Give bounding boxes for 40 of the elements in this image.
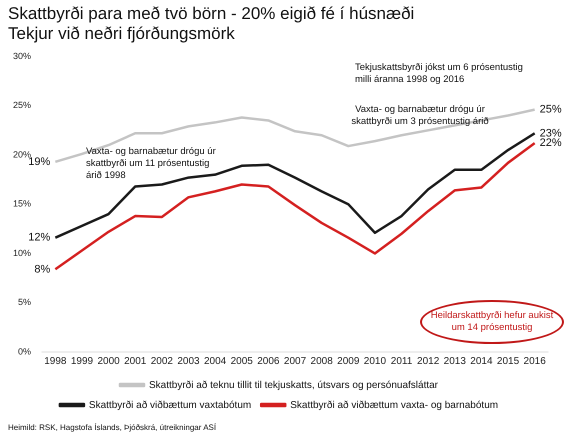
y-tick-label: 10% <box>13 248 32 258</box>
x-tick-label: 1999 <box>70 356 94 367</box>
legend-label: Skattbyrði að viðbættum vaxta- og barnabótum <box>290 400 498 411</box>
x-tick-label: 2013 <box>444 356 466 367</box>
x-tick-label: 2012 <box>417 356 440 367</box>
y-tick-label: 30% <box>13 50 32 61</box>
x-tick-label: 1998 <box>44 356 67 367</box>
x-tick-label: 2015 <box>496 356 520 367</box>
x-tick-label: 2006 <box>257 356 280 367</box>
x-tick-label: 2010 <box>364 356 386 367</box>
x-tick-label: 2007 <box>284 356 307 367</box>
x-tick-label: 2009 <box>337 356 360 367</box>
y-tick-label: 15% <box>13 198 32 209</box>
legend-label: Skattbyrði að teknu tillit til tekjuskatts, útsvars og persónuafsláttar <box>148 380 439 391</box>
annotation: 25% <box>540 104 562 116</box>
x-tick-label: 2002 <box>150 356 174 367</box>
x-tick-label: 2005 <box>230 356 254 367</box>
x-tick-label: 2001 <box>124 356 147 367</box>
x-tick-label: 2014 <box>470 356 493 367</box>
x-tick-label: 2008 <box>310 356 334 367</box>
y-tick-label: 25% <box>13 100 32 110</box>
legend-label: Skattbyrði að viðbættum vaxtabótum <box>88 400 252 411</box>
x-tick-label: 2003 <box>177 356 200 367</box>
annotation: Heildarskattbyrði hefur aukist um 14 prósentustig <box>420 300 564 344</box>
chart-title: Skattbyrði para með tvö börn - 20% eigið fé í húsnæði <box>8 4 414 24</box>
annotation: Vaxta- og barnabætur drógu úr skattbyrði um 11 prósentustig árið 1998 <box>86 146 217 182</box>
x-tick-label: 2016 <box>524 356 546 367</box>
chart-subtitle: Tekjur við neðri fjórðungsmörk <box>8 24 236 44</box>
annotation: 12% <box>28 232 51 244</box>
annotation: 8% <box>34 263 51 276</box>
x-tick-label: 2000 <box>97 356 120 367</box>
annotation: 23% <box>540 127 562 140</box>
annotation: Vaxta- og barnabætur drógu úr skattbyrði um 3 prósentustig árið <box>350 104 490 128</box>
y-tick-label: 0% <box>18 346 32 356</box>
annotation: Tekjuskattsbyrði jókst um 6 prósentustig milli áranna 1998 og 2016 <box>355 62 524 86</box>
x-tick-label: 2011 <box>390 356 413 367</box>
annotation: 22% <box>540 137 562 150</box>
y-tick-label: 5% <box>18 297 32 308</box>
x-tick-label: 2004 <box>204 356 227 367</box>
text: Heimild: RSK, Hagstofa Íslands, Þjóðskrá, útreikningar ASÍ <box>8 422 216 434</box>
